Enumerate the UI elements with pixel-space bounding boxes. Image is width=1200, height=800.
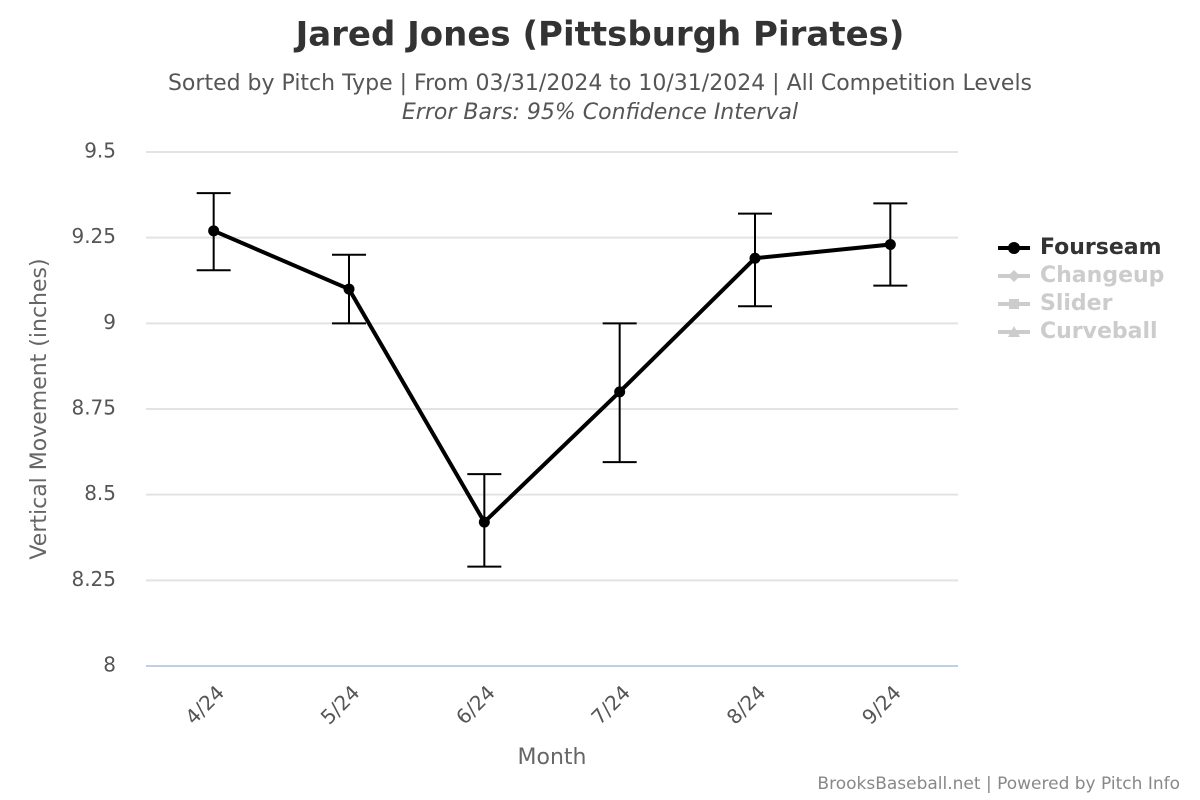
y-tick-label: 9 [103,310,116,334]
x-tick-label: 5/24 [316,680,365,729]
y-tick-label: 9.5 [84,139,116,163]
point [208,225,220,237]
chart-note: Error Bars: 95% Confidence Interval [402,100,798,125]
y-tick-label: 8 [103,653,116,677]
y-tick-label: 9.25 [71,224,116,248]
x-tick-label: 8/24 [722,680,771,729]
y-tick-label: 8.75 [71,396,116,420]
chart-title: Jared Jones (Pittsburgh Pirates) [294,15,905,55]
x-tick-label: 7/24 [586,680,635,729]
point [749,252,761,264]
y-tick-label: 8.5 [84,481,116,505]
point [614,386,626,398]
credit: BrooksBaseball.net | Powered by Pitch In… [817,774,1180,794]
x-axis-title: Month [518,745,587,770]
legend-label[interactable]: Curveball [1040,319,1158,344]
chart-subtitle: Sorted by Pitch Type | From 03/31/2024 t… [168,71,1032,96]
x-tick-label: 6/24 [451,680,500,729]
legend-label[interactable]: Slider [1040,291,1113,316]
y-axis-title: Vertical Movement (inches) [27,258,52,559]
legend-marker [1008,242,1020,254]
legend-marker [1009,299,1019,309]
legend-marker [1008,326,1020,337]
y-tick-label: 8.25 [71,567,116,591]
legend-marker [1008,270,1020,282]
point [478,516,490,528]
x-tick-label: 9/24 [857,680,906,729]
series-line [212,228,891,525]
legend-label[interactable]: Fourseam [1040,235,1162,260]
legend-label[interactable]: Changeup [1040,263,1164,288]
x-tick-label: 4/24 [180,680,229,729]
point [884,239,896,251]
point [343,283,355,295]
